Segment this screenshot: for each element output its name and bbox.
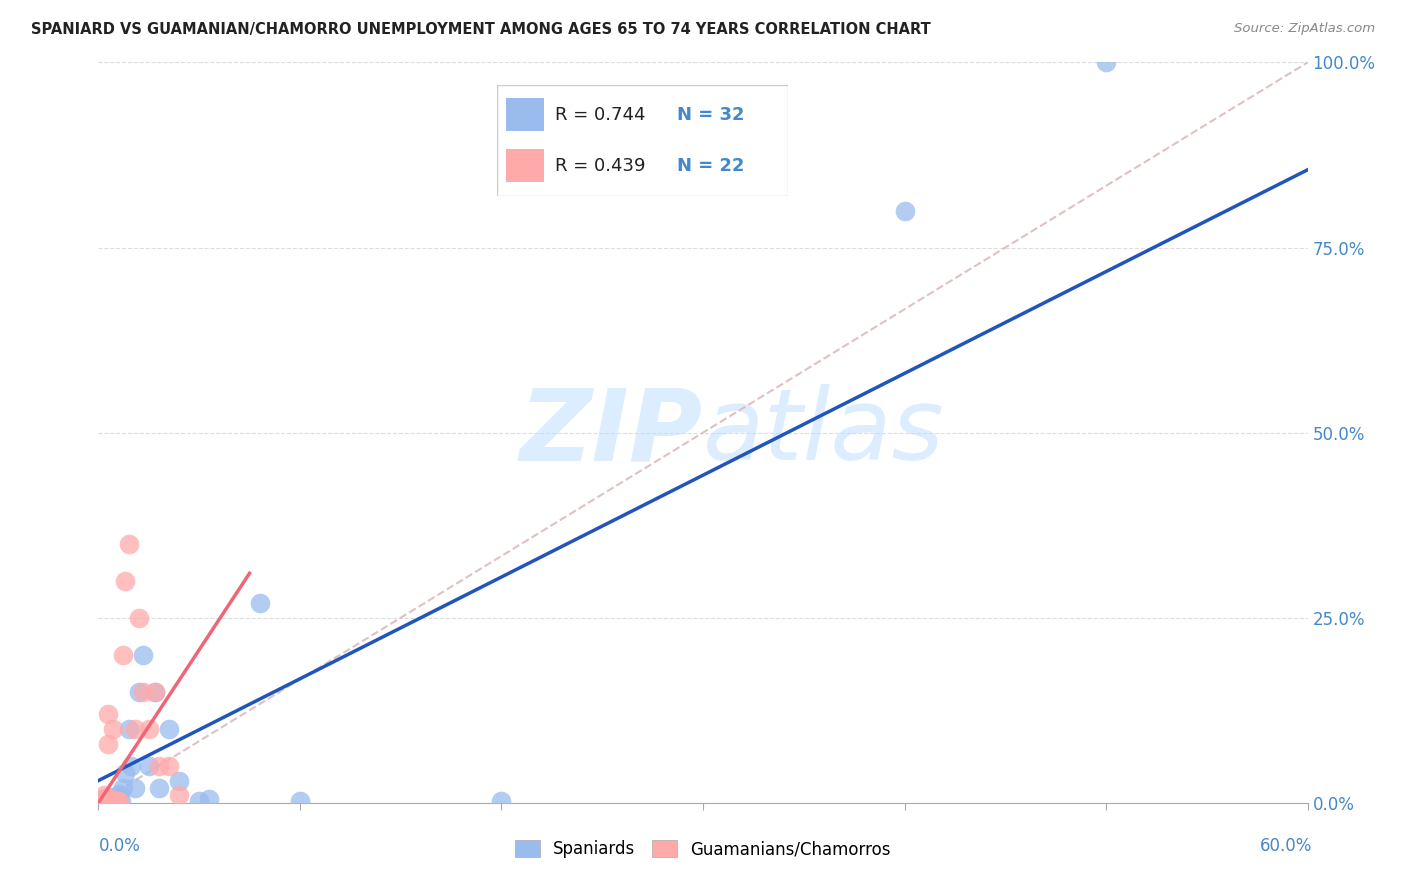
Point	[105, 789, 128, 804]
Point	[114, 766, 136, 780]
Point	[111, 780, 134, 795]
Point	[97, 737, 120, 751]
Text: atlas: atlas	[703, 384, 945, 481]
Point	[111, 648, 134, 662]
Point	[105, 794, 128, 808]
Point	[110, 794, 132, 808]
Point	[491, 794, 513, 808]
Point	[143, 685, 166, 699]
Point	[97, 706, 120, 721]
Point	[100, 792, 122, 806]
Point	[132, 648, 155, 662]
Point	[148, 780, 170, 795]
Point	[91, 792, 114, 806]
Point	[893, 203, 915, 218]
Legend: Spaniards, Guamanians/Chamorros: Spaniards, Guamanians/Chamorros	[509, 833, 897, 865]
Point	[89, 794, 111, 808]
Point	[157, 722, 180, 736]
Text: 60.0%: 60.0%	[1260, 837, 1313, 855]
Point	[167, 789, 190, 803]
Point	[107, 787, 129, 801]
Point	[97, 794, 120, 808]
Point	[107, 794, 129, 808]
Point	[167, 773, 190, 788]
Point	[1095, 55, 1118, 70]
Point	[100, 792, 122, 806]
Point	[124, 722, 146, 736]
Point	[103, 794, 125, 808]
Point	[101, 722, 124, 736]
Point	[107, 792, 129, 806]
Text: SPANIARD VS GUAMANIAN/CHAMORRO UNEMPLOYMENT AMONG AGES 65 TO 74 YEARS CORRELATIO: SPANIARD VS GUAMANIAN/CHAMORRO UNEMPLOYM…	[31, 22, 931, 37]
Point	[198, 792, 221, 806]
Point	[93, 792, 115, 806]
Point	[120, 758, 142, 772]
Point	[124, 780, 146, 795]
Point	[157, 758, 180, 772]
Point	[118, 536, 141, 550]
Point	[97, 789, 120, 804]
Point	[101, 794, 124, 808]
Point	[114, 574, 136, 588]
Point	[188, 794, 211, 808]
Point	[118, 722, 141, 736]
Point	[91, 792, 114, 806]
Point	[138, 758, 160, 772]
Point	[138, 722, 160, 736]
Text: Source: ZipAtlas.com: Source: ZipAtlas.com	[1234, 22, 1375, 36]
Text: ZIP: ZIP	[520, 384, 703, 481]
Point	[128, 610, 150, 624]
Point	[132, 685, 155, 699]
Point	[96, 792, 118, 806]
Text: 0.0%: 0.0%	[98, 837, 141, 855]
Point	[93, 789, 115, 803]
Point	[143, 685, 166, 699]
Point	[89, 794, 111, 808]
Point	[288, 794, 311, 808]
Point	[148, 758, 170, 772]
Point	[103, 792, 125, 806]
Point	[96, 794, 118, 808]
Point	[249, 596, 271, 610]
Point	[128, 685, 150, 699]
